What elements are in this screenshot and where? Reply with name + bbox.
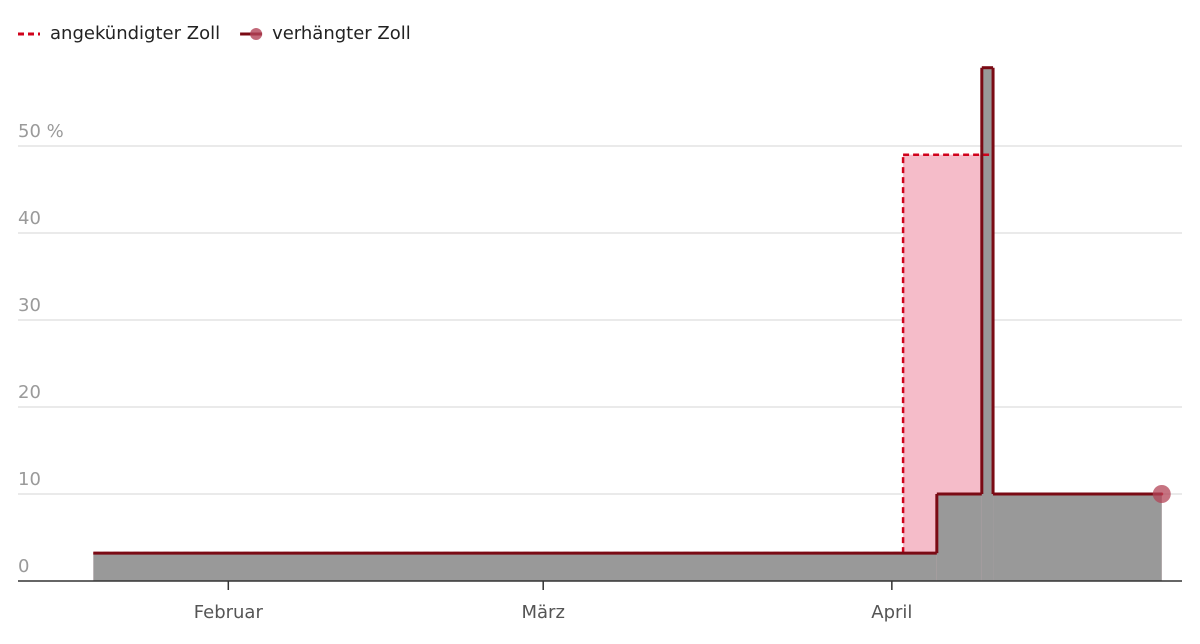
y-tick-label: 50 %: [18, 121, 64, 142]
step-area: [936, 494, 982, 581]
step-area: [993, 494, 1162, 581]
x-tick-label: April: [871, 602, 912, 623]
step-area: [93, 553, 937, 581]
y-tick-label: 20: [18, 382, 41, 403]
y-tick-label: 40: [18, 208, 41, 229]
legend-label: verhängter Zoll: [272, 23, 411, 44]
y-tick-label: 10: [18, 469, 41, 490]
legend-marker: [250, 28, 263, 40]
end-point: [1152, 485, 1171, 503]
x-tick-label: März: [521, 602, 564, 623]
legend-item: angekündigter Zoll: [18, 23, 220, 44]
legend-item: verhängter Zoll: [240, 23, 411, 44]
y-tick-label: 30: [18, 295, 41, 316]
step-area: [981, 67, 994, 581]
x-tick-label: Februar: [194, 602, 264, 623]
y-tick-label: 0: [18, 556, 29, 577]
legend-label: angekündigter Zoll: [50, 23, 220, 44]
